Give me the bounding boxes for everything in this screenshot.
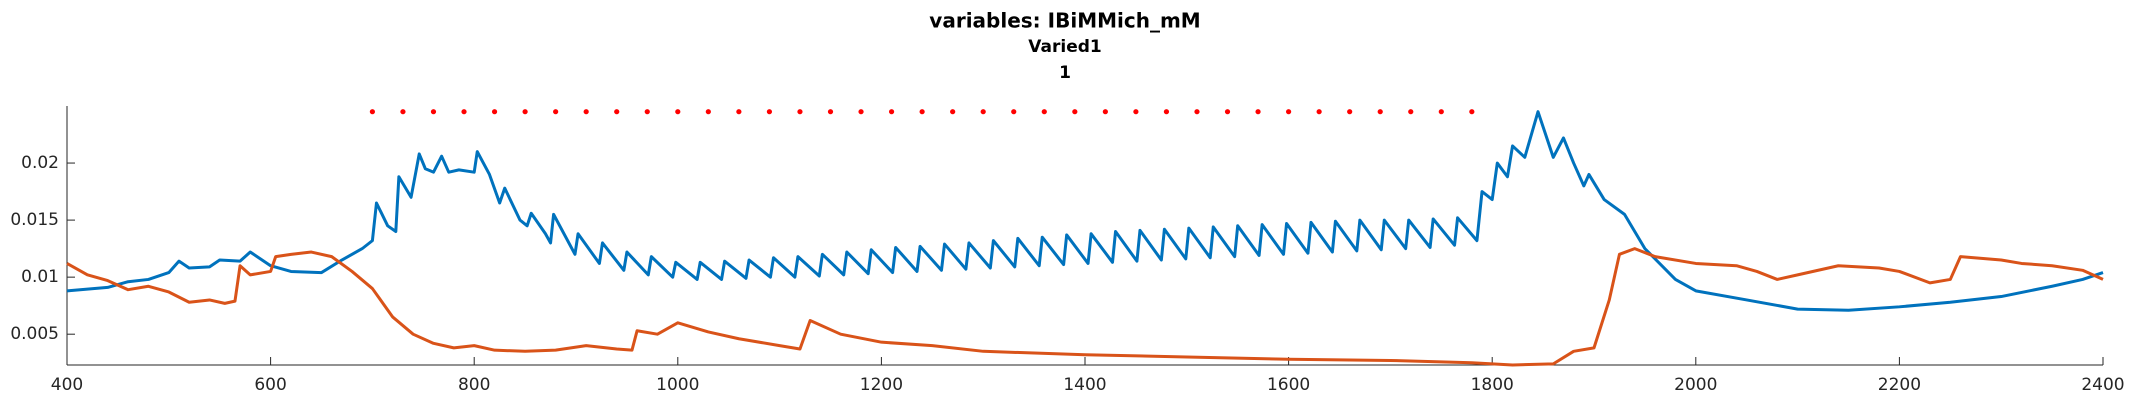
marker-dot [369,109,375,115]
marker-dot [1194,109,1200,115]
marker-dot [583,109,589,115]
marker-dot [1316,109,1322,115]
marker-dot [522,109,528,115]
marker-dot [553,109,559,115]
x-tick-label: 2000 [1674,375,1717,395]
data-line [66,247,2104,367]
marker-dot [1011,109,1017,115]
marker-dot [1041,109,1047,115]
x-tick-label: 1800 [1471,375,1514,395]
marker-dot [858,109,864,115]
x-tick-label: 1000 [656,375,699,395]
marker-dot [644,109,650,115]
y-tick-label: 0.02 [21,153,59,173]
marker-dot [1286,109,1292,115]
x-tick-label: 1400 [1063,375,1106,395]
marker-dot [980,109,986,115]
data-line [66,110,2104,312]
marker-dot [1224,109,1231,115]
marker-dot [1102,109,1108,115]
x-tick-label: 600 [254,375,286,395]
marker-dot [1255,109,1261,115]
marker-dot [827,109,834,115]
marker-dot [1438,109,1444,115]
marker-dot [919,109,925,115]
marker-dot [1163,109,1170,115]
marker-dot [491,109,498,115]
marker-dot [1408,109,1414,115]
x-tick-label: 1600 [1267,375,1310,395]
y-tick-label: 0.005 [10,324,59,344]
y-tick-label: 0.015 [10,210,59,230]
marker-dot [461,109,467,115]
marker-dot [797,109,803,115]
marker-dot [430,109,437,115]
chart-subtitle: Varied1 [1028,37,1101,57]
marker-dot [766,109,773,115]
marker-dot [736,109,742,115]
chart-subtitle: 1 [1059,63,1071,83]
marker-dot [1377,109,1383,115]
chart-title: variables: IBiMMich_mM [929,9,1200,33]
x-tick-label: 800 [458,375,490,395]
marker-dot [1133,109,1139,115]
marker-dot [614,109,620,115]
x-tick-label: 2200 [1878,375,1921,395]
marker-dot [675,109,681,115]
marker-dot [400,109,406,115]
marker-dot [1347,109,1353,115]
x-tick-label: 1200 [860,375,903,395]
marker-dot [1072,109,1078,115]
marker-dot [705,109,711,115]
x-tick-label: 2400 [2081,375,2124,395]
marker-dot [888,109,895,115]
marker-dot [950,109,956,115]
x-tick-label: 400 [51,375,83,395]
y-tick-label: 0.01 [21,267,59,287]
marker-dot [1469,109,1475,115]
